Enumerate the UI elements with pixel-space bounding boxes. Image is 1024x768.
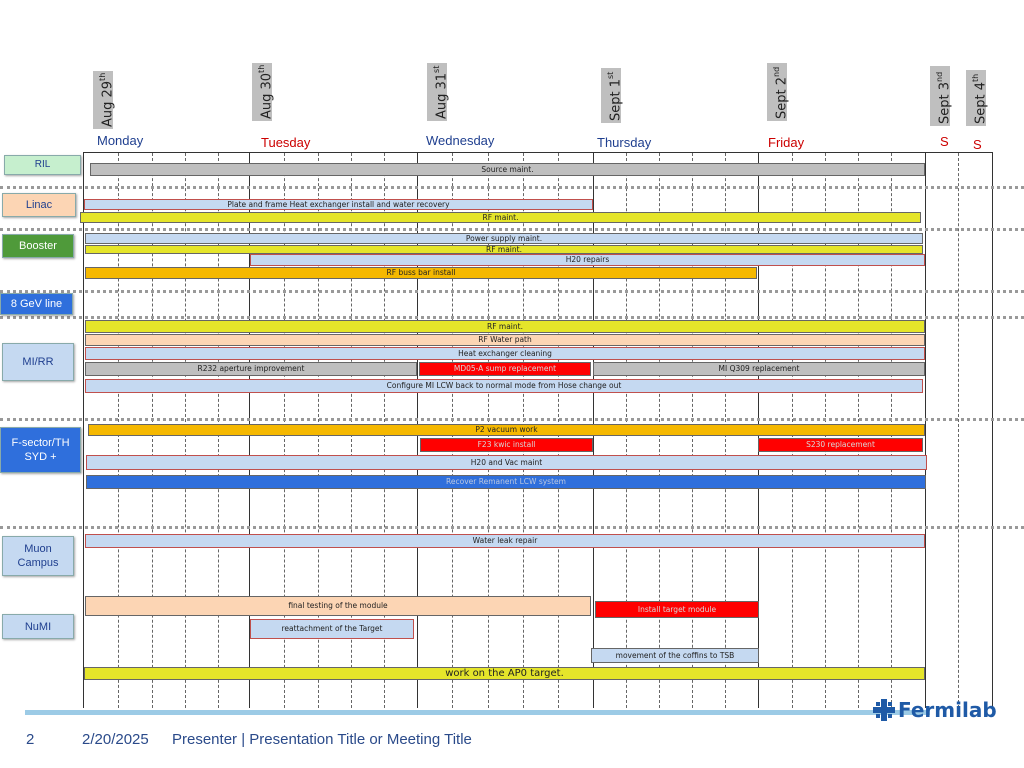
date-header-sept3: Sept 3nd xyxy=(930,66,952,126)
footer-page-number: 2 xyxy=(26,731,35,748)
footer-date: 2/20/2025 xyxy=(82,731,149,748)
footer-title: Presenter | Presentation Title or Meetin… xyxy=(172,731,472,748)
task-bar: F23 kwic install xyxy=(420,438,593,452)
row-label-muon: Muon Campus xyxy=(2,536,74,576)
fermilab-logo-icon xyxy=(873,699,895,721)
row-label-numi: NuMI xyxy=(2,614,74,639)
task-bar: RF maint. xyxy=(85,320,925,333)
task-bar: Recover Remanent LCW system xyxy=(86,475,926,489)
task-bar: reattachment of the Target xyxy=(250,619,414,639)
header-line xyxy=(83,152,993,153)
task-bar: P2 vacuum work xyxy=(88,424,925,436)
row-label-booster: Booster xyxy=(2,234,74,258)
task-bar: Plate and frame Heat exchanger install a… xyxy=(84,199,593,210)
task-bar: Source maint. xyxy=(90,163,925,176)
task-bar: RF buss bar install xyxy=(85,267,757,279)
day-divider xyxy=(925,153,926,708)
row-label-linac: Linac xyxy=(2,193,76,217)
task-bar: H20 repairs xyxy=(250,254,925,266)
hour-gridline xyxy=(958,153,959,708)
row-label-mirr: MI/RR xyxy=(2,343,74,381)
day-monday: Monday xyxy=(97,133,144,148)
task-bar: movement of the coffins to TSB xyxy=(591,648,759,663)
task-bar: MD05-A sump replacement xyxy=(419,362,591,376)
task-bar: Power supply maint. xyxy=(85,233,923,244)
task-bar: S230 replacement xyxy=(758,438,923,452)
task-bar: RF maint. xyxy=(80,212,921,223)
task-bar: MI Q309 replacement xyxy=(593,362,925,376)
day-divider xyxy=(992,153,993,708)
date-header-sept4: Sept 4th xyxy=(966,70,988,126)
row-label-8gev: 8 GeV line xyxy=(0,293,73,315)
day-sunday: S xyxy=(973,137,982,152)
day-friday: Friday xyxy=(768,135,805,150)
section-separator xyxy=(0,316,1024,319)
task-bar: work on the AP0 target. xyxy=(84,667,925,680)
date-header-sept2: Sept 2nd xyxy=(767,63,789,121)
section-separator xyxy=(0,228,1024,231)
row-label-fsector: F-sector/TH SYD + xyxy=(0,427,81,473)
day-wednesday: Wednesday xyxy=(426,133,495,148)
task-bar: RF maint. xyxy=(85,245,923,254)
row-label-ril: RIL xyxy=(4,155,81,175)
date-header-sept1: Sept 1st xyxy=(601,68,623,123)
date-header-aug29: Aug 29th xyxy=(93,71,115,129)
date-header-aug30: Aug 30th xyxy=(252,63,274,121)
task-bar: final testing of the module xyxy=(85,596,591,616)
section-separator xyxy=(0,186,1024,189)
section-separator xyxy=(0,526,1024,529)
day-tuesday: Tuesday xyxy=(261,135,311,150)
task-bar: Heat exchanger cleaning xyxy=(85,347,925,360)
footer-rule xyxy=(25,710,930,715)
task-bar: R232 aperture improvement xyxy=(85,362,417,376)
section-separator xyxy=(0,418,1024,421)
task-bar: H20 and Vac maint xyxy=(86,455,927,470)
section-separator xyxy=(0,290,1024,293)
date-header-aug31: Aug 31st xyxy=(427,63,449,121)
task-bar: RF Water path xyxy=(85,334,925,346)
fermilab-logo: Fermilab xyxy=(873,698,997,722)
day-saturday: S xyxy=(940,134,949,149)
day-thursday: Thursday xyxy=(597,135,652,150)
fermilab-logo-text: Fermilab xyxy=(898,698,997,722)
day-divider xyxy=(83,153,84,708)
task-bar: Water leak repair xyxy=(85,534,925,548)
task-bar: Configure MI LCW back to normal mode fro… xyxy=(85,379,923,393)
task-bar: Install target module xyxy=(595,601,759,618)
